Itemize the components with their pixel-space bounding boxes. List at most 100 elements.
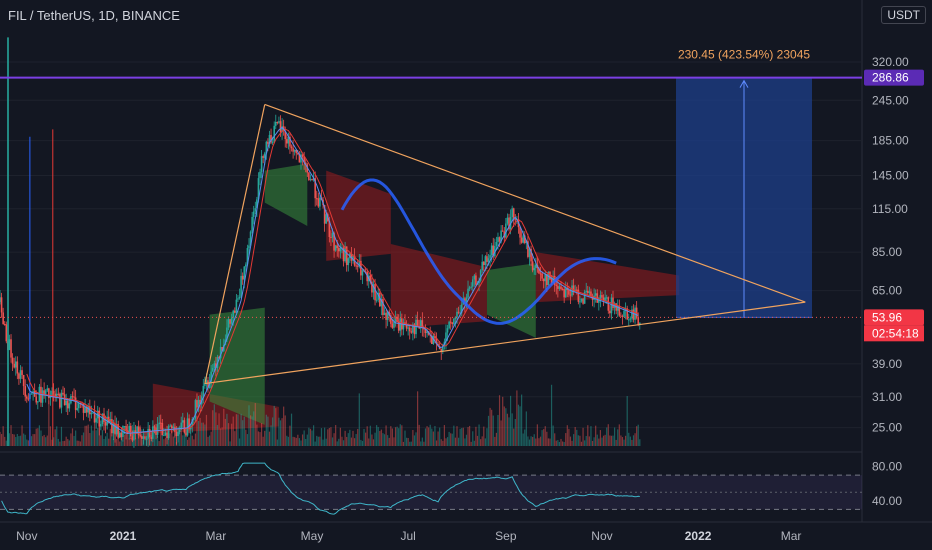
candle-body <box>449 321 452 323</box>
candle-body <box>298 153 301 163</box>
candle-body <box>328 220 331 237</box>
candle-body <box>68 403 71 409</box>
volume-bar <box>262 436 264 446</box>
volume-bar <box>434 425 436 446</box>
candle-body <box>394 316 397 322</box>
volume-bar <box>413 435 416 446</box>
candle-body <box>498 237 501 242</box>
candle-body <box>440 349 443 352</box>
candle-body <box>494 245 496 257</box>
rsi-tick-label: 80.00 <box>872 460 902 474</box>
candle-body <box>74 397 77 410</box>
candle-body <box>621 315 624 317</box>
volume-bar <box>396 426 398 446</box>
candle-body <box>568 289 570 295</box>
volume-bar <box>557 440 559 446</box>
volume-bar <box>0 434 3 446</box>
candle-body <box>48 388 50 399</box>
volume-bar <box>30 436 33 446</box>
volume-bar <box>439 427 441 446</box>
volume-bar <box>267 416 269 446</box>
candle-body <box>27 398 30 400</box>
volume-bar <box>311 430 313 446</box>
volume-bar <box>521 394 523 446</box>
volume-bar <box>51 439 53 446</box>
volume-bar <box>358 393 360 446</box>
volume-bar <box>224 418 226 446</box>
volume-bar <box>134 438 137 446</box>
candle-body <box>245 264 247 267</box>
time-tick-label: Mar <box>206 529 227 543</box>
cloud-bullish <box>209 307 265 425</box>
candle-body <box>254 208 257 212</box>
volume-bar <box>623 439 625 446</box>
volume-bar <box>473 440 475 446</box>
volume-bar <box>108 438 110 446</box>
candle-body <box>221 346 223 351</box>
volume-bar <box>279 420 282 446</box>
volume-bar <box>451 433 453 446</box>
volume-bar <box>607 424 609 446</box>
candle-body <box>423 327 425 330</box>
candle-body <box>300 154 302 163</box>
volume-bar <box>194 433 197 446</box>
volume-bar <box>87 424 89 446</box>
volume-bar <box>70 433 72 446</box>
volume-bar <box>457 437 460 446</box>
currency-button[interactable]: USDT <box>881 6 926 24</box>
volume-bar <box>538 438 540 446</box>
candle-body <box>145 438 148 440</box>
candle-body <box>93 412 96 423</box>
candle-body <box>270 134 272 143</box>
volume-bar <box>383 434 386 446</box>
volume-bar <box>492 415 494 446</box>
volume-bar <box>363 428 365 446</box>
volume-bar <box>38 425 40 446</box>
candle-body <box>580 298 583 302</box>
symbol-title[interactable]: FIL / TetherUS, 1D, BINANCE <box>8 8 180 23</box>
volume-bar <box>71 428 74 446</box>
volume-bar <box>609 435 611 446</box>
volume-bar <box>207 436 209 446</box>
volume-bar <box>390 426 392 446</box>
volume-bar <box>382 433 384 446</box>
volume-bar <box>467 427 469 446</box>
candle-body <box>21 370 23 376</box>
volume-bar <box>52 437 55 446</box>
candle-body <box>235 299 238 313</box>
candle-body <box>538 268 540 274</box>
candle-body <box>287 136 290 144</box>
volume-bar <box>546 431 548 446</box>
price-tick-label: 115.00 <box>872 202 908 216</box>
candle-body <box>197 399 200 408</box>
candle-body <box>43 390 45 395</box>
volume-bar <box>0 431 1 446</box>
volume-bar <box>536 424 538 446</box>
candle-body <box>234 310 236 313</box>
candle-body <box>92 412 94 414</box>
candle-body <box>293 150 296 152</box>
volume-bar <box>582 427 584 446</box>
volume-bar <box>127 432 129 446</box>
volume-bar <box>494 436 496 446</box>
candle-body <box>54 393 56 397</box>
volume-bar <box>617 429 619 446</box>
candle-body <box>564 288 567 298</box>
candle-body <box>637 317 640 325</box>
candle-body <box>226 327 228 340</box>
volume-bar <box>417 391 419 446</box>
volume-bar <box>360 439 362 446</box>
volume-bar <box>372 439 375 446</box>
candle-body <box>602 297 605 301</box>
volume-bar <box>453 425 455 446</box>
candle-body <box>178 429 181 432</box>
candle-body <box>131 436 134 441</box>
volume-bar <box>636 426 638 446</box>
candle-body <box>514 219 517 221</box>
volume-bar <box>128 437 130 446</box>
candle-body <box>519 227 521 238</box>
volume-bar <box>190 432 192 446</box>
candle-body <box>331 233 334 238</box>
price-badge-target-bg <box>864 69 924 86</box>
